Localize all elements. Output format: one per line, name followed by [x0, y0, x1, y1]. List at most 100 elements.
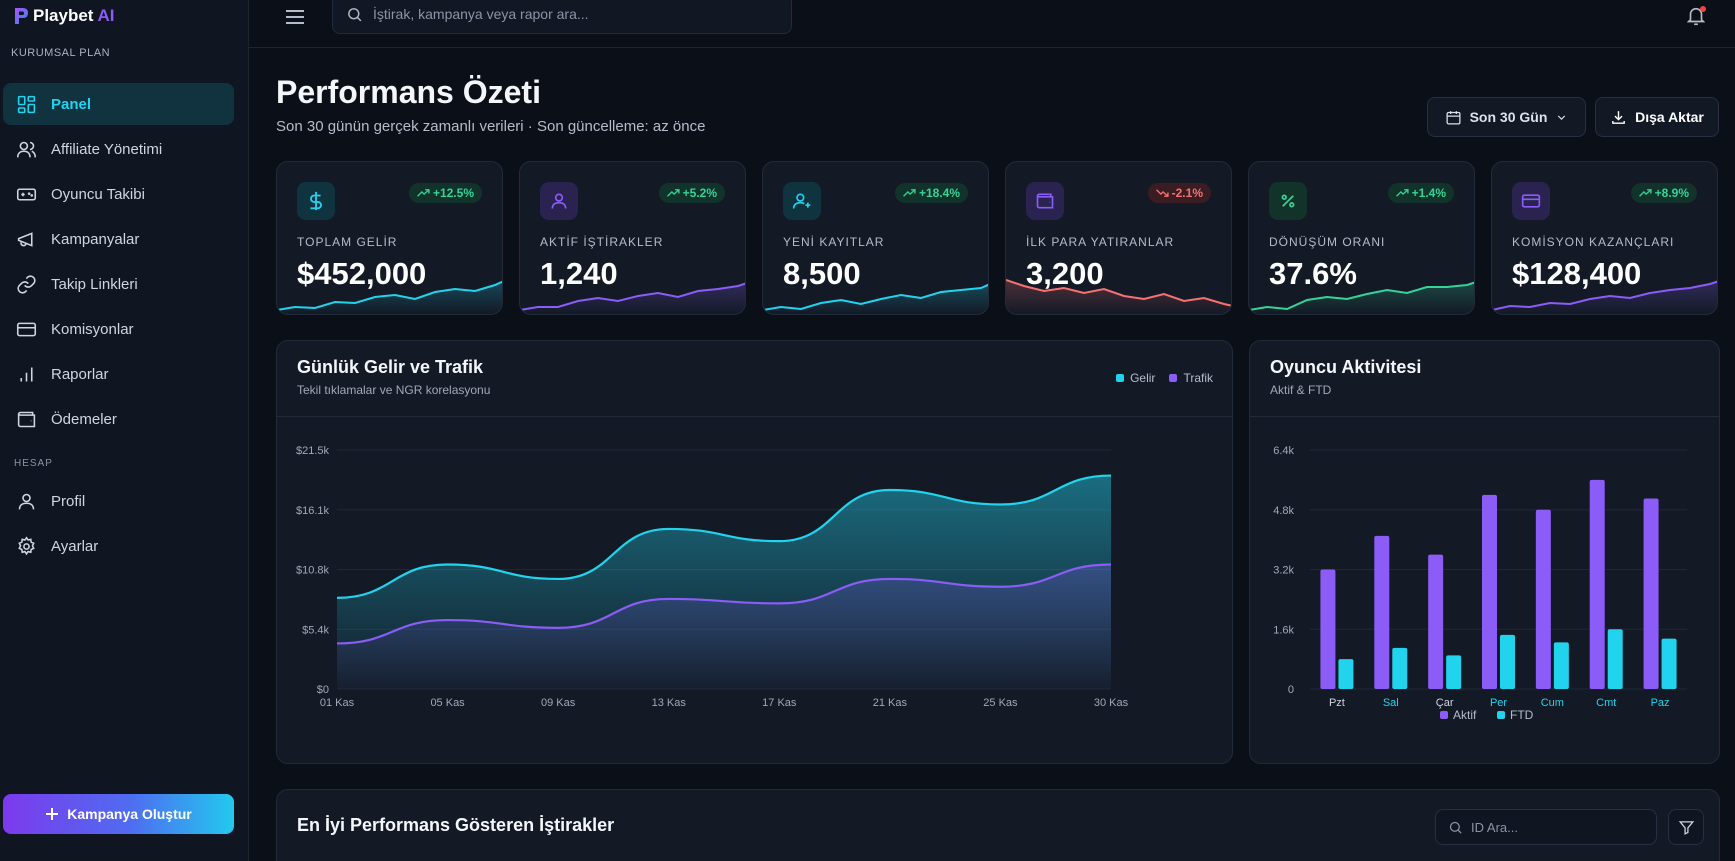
kpi-change-badge: -2.1% [1147, 183, 1211, 203]
wallet-icon [17, 411, 36, 427]
sidebar-item-panel[interactable]: Panel [3, 83, 234, 125]
search-icon [1449, 821, 1462, 834]
kpi-change-badge: +5.2% [658, 183, 725, 203]
kpi-card-affiliates[interactable]: +5.2% AKTİF İŞTİRAKLER 1,240 [519, 161, 746, 315]
brand-name: Playbet [33, 6, 94, 25]
bar-aktif[interactable] [1589, 479, 1605, 689]
kpi-card-commission[interactable]: +8.9% KOMİSYON KAZANÇLARI $128,400 [1491, 161, 1718, 315]
affiliate-id-search[interactable] [1435, 809, 1657, 845]
x-tick-label: 17 Kas [762, 697, 797, 709]
credit-card-icon [16, 322, 37, 336]
wallet-icon [1026, 182, 1064, 220]
bar-aktif[interactable] [1374, 535, 1390, 689]
bar-chart-icon [20, 367, 33, 381]
legend-item-traffic[interactable]: Trafik [1169, 371, 1213, 385]
trend-up-icon [417, 189, 430, 197]
bar-ftd[interactable] [1553, 642, 1569, 689]
filter-icon [1678, 820, 1694, 835]
kpi-sparkline [1249, 281, 1474, 314]
x-tick-label: Cum [1541, 697, 1564, 709]
kpi-card-registrations[interactable]: +18.4% YENİ KAYITLAR 8,500 [762, 161, 989, 315]
trend-up-icon [666, 189, 680, 197]
sidebar-item-reports[interactable]: Raporlar [3, 353, 234, 395]
date-range-label: Son 30 Gün [1469, 109, 1548, 125]
date-range-button[interactable]: Son 30 Gün [1427, 97, 1586, 137]
kpi-change: +18.4% [918, 186, 960, 200]
sidebar-item-label: Ayarlar [51, 537, 99, 555]
sidebar-item-tracking-links[interactable]: Takip Linkleri [3, 263, 234, 305]
kpi-card-revenue[interactable]: +12.5% TOPLAM GELİR $452,000 [276, 161, 503, 315]
sidebar-item-players[interactable]: Oyuncu Takibi [3, 173, 234, 215]
legend-label: FTD [1510, 708, 1534, 722]
sidebar-item-campaigns[interactable]: Kampanyalar [3, 218, 234, 260]
series-line-trafik[interactable] [336, 563, 1112, 645]
x-tick-label: 09 Kas [541, 697, 576, 709]
chart-legend: Gelir Trafik [1116, 371, 1213, 385]
bar-aktif[interactable] [1482, 494, 1497, 689]
dashboard-icon [17, 95, 36, 113]
main-content: Performans Özeti Son 30 günün gerçek zam… [249, 0, 1735, 861]
series-line-gelir[interactable] [336, 474, 1112, 599]
bar-ftd[interactable] [1338, 659, 1354, 689]
percent-icon [1269, 182, 1307, 220]
create-campaign-label: Kampanya Oluştur [67, 806, 192, 822]
menu-icon[interactable] [284, 8, 306, 26]
sidebar-item-payments[interactable]: Ödemeler [3, 398, 234, 440]
x-tick-label: 05 Kas [430, 697, 465, 709]
bar-ftd[interactable] [1392, 647, 1408, 689]
bar-aktif[interactable] [1428, 554, 1444, 689]
sidebar-item-label: Komisyonlar [51, 320, 134, 338]
global-search[interactable] [332, 0, 792, 34]
filter-button[interactable] [1668, 809, 1704, 845]
legend-swatch [1440, 711, 1448, 719]
plan-label: KURUMSAL PLAN [11, 47, 111, 59]
player-activity-chart: 0 1.6k 3.2k 4.8k 6.4k Pzt Sal Çar Per Cum Cmt Paz Ak… [1273, 445, 1687, 722]
export-button[interactable]: Dışa Aktar [1595, 97, 1719, 137]
gamepad-icon [16, 187, 37, 201]
panel-subtitle: Tekil tıklamalar ve NGR korelasyonu [297, 383, 491, 397]
create-campaign-button[interactable]: Kampanya Oluştur [3, 794, 234, 834]
bar-aktif[interactable] [1643, 498, 1659, 689]
sidebar-item-settings[interactable]: Ayarlar [3, 525, 234, 567]
bar-ftd[interactable] [1446, 655, 1462, 689]
trend-up-icon [1395, 189, 1409, 197]
y-tick-label: 1.6k [1273, 624, 1294, 636]
kpi-label: DÖNÜŞÜM ORANI [1269, 235, 1386, 249]
bar-ftd[interactable] [1661, 638, 1677, 689]
kpi-row: +12.5% TOPLAM GELİR $452,000 +5.2% AKTİF… [276, 161, 1720, 315]
account-section-label: HESAP [14, 458, 53, 469]
legend-item-revenue[interactable]: Gelir [1116, 371, 1155, 385]
sidebar-item-affiliate[interactable]: Affiliate Yönetimi [3, 128, 234, 170]
chevron-down-icon [1558, 114, 1566, 120]
kpi-sparkline [1492, 280, 1717, 314]
bar-ftd[interactable] [1500, 634, 1515, 689]
search-icon [348, 7, 362, 21]
x-tick-label: Pzt [1329, 697, 1345, 709]
kpi-card-conversion[interactable]: +1.4% DÖNÜŞÜM ORANI 37.6% [1248, 161, 1475, 315]
kpi-card-first-deposits[interactable]: -2.1% İLK PARA YATIRANLAR 3,200 [1005, 161, 1232, 315]
kpi-label: YENİ KAYITLAR [783, 235, 885, 249]
brand-logo[interactable]: Playbet AI [13, 6, 114, 26]
sidebar-item-commissions[interactable]: Komisyonlar [3, 308, 234, 350]
y-tick-label: 3.2k [1273, 565, 1294, 577]
kpi-change-badge: +18.4% [894, 183, 968, 203]
kpi-value: $128,400 [1512, 256, 1642, 291]
kpi-value: 8,500 [783, 256, 861, 291]
bar-aktif[interactable] [1320, 569, 1336, 690]
sidebar-item-profile[interactable]: Profil [3, 480, 234, 522]
bar-aktif[interactable] [1535, 509, 1551, 689]
bell-icon[interactable] [1685, 5, 1707, 27]
kpi-sparkline [763, 283, 988, 314]
user-icon [540, 182, 578, 220]
affiliate-search-input[interactable] [1471, 819, 1641, 835]
link-icon [17, 274, 36, 294]
revenue-traffic-chart: $0 $5.4k $10.8k $16.1k $21.5k 01 Kas 05 Kas 09 … [296, 445, 1129, 709]
y-tick-label: $10.8k [296, 565, 330, 577]
legend-label: Gelir [1130, 371, 1156, 385]
calendar-icon [1446, 110, 1461, 125]
search-input[interactable] [373, 6, 773, 22]
bar-ftd[interactable] [1607, 629, 1623, 689]
y-tick-label: 4.8k [1273, 505, 1294, 517]
panel-title: En İyi Performans Gösteren İştirakler [297, 815, 615, 835]
kpi-change-badge: +8.9% [1630, 183, 1697, 203]
